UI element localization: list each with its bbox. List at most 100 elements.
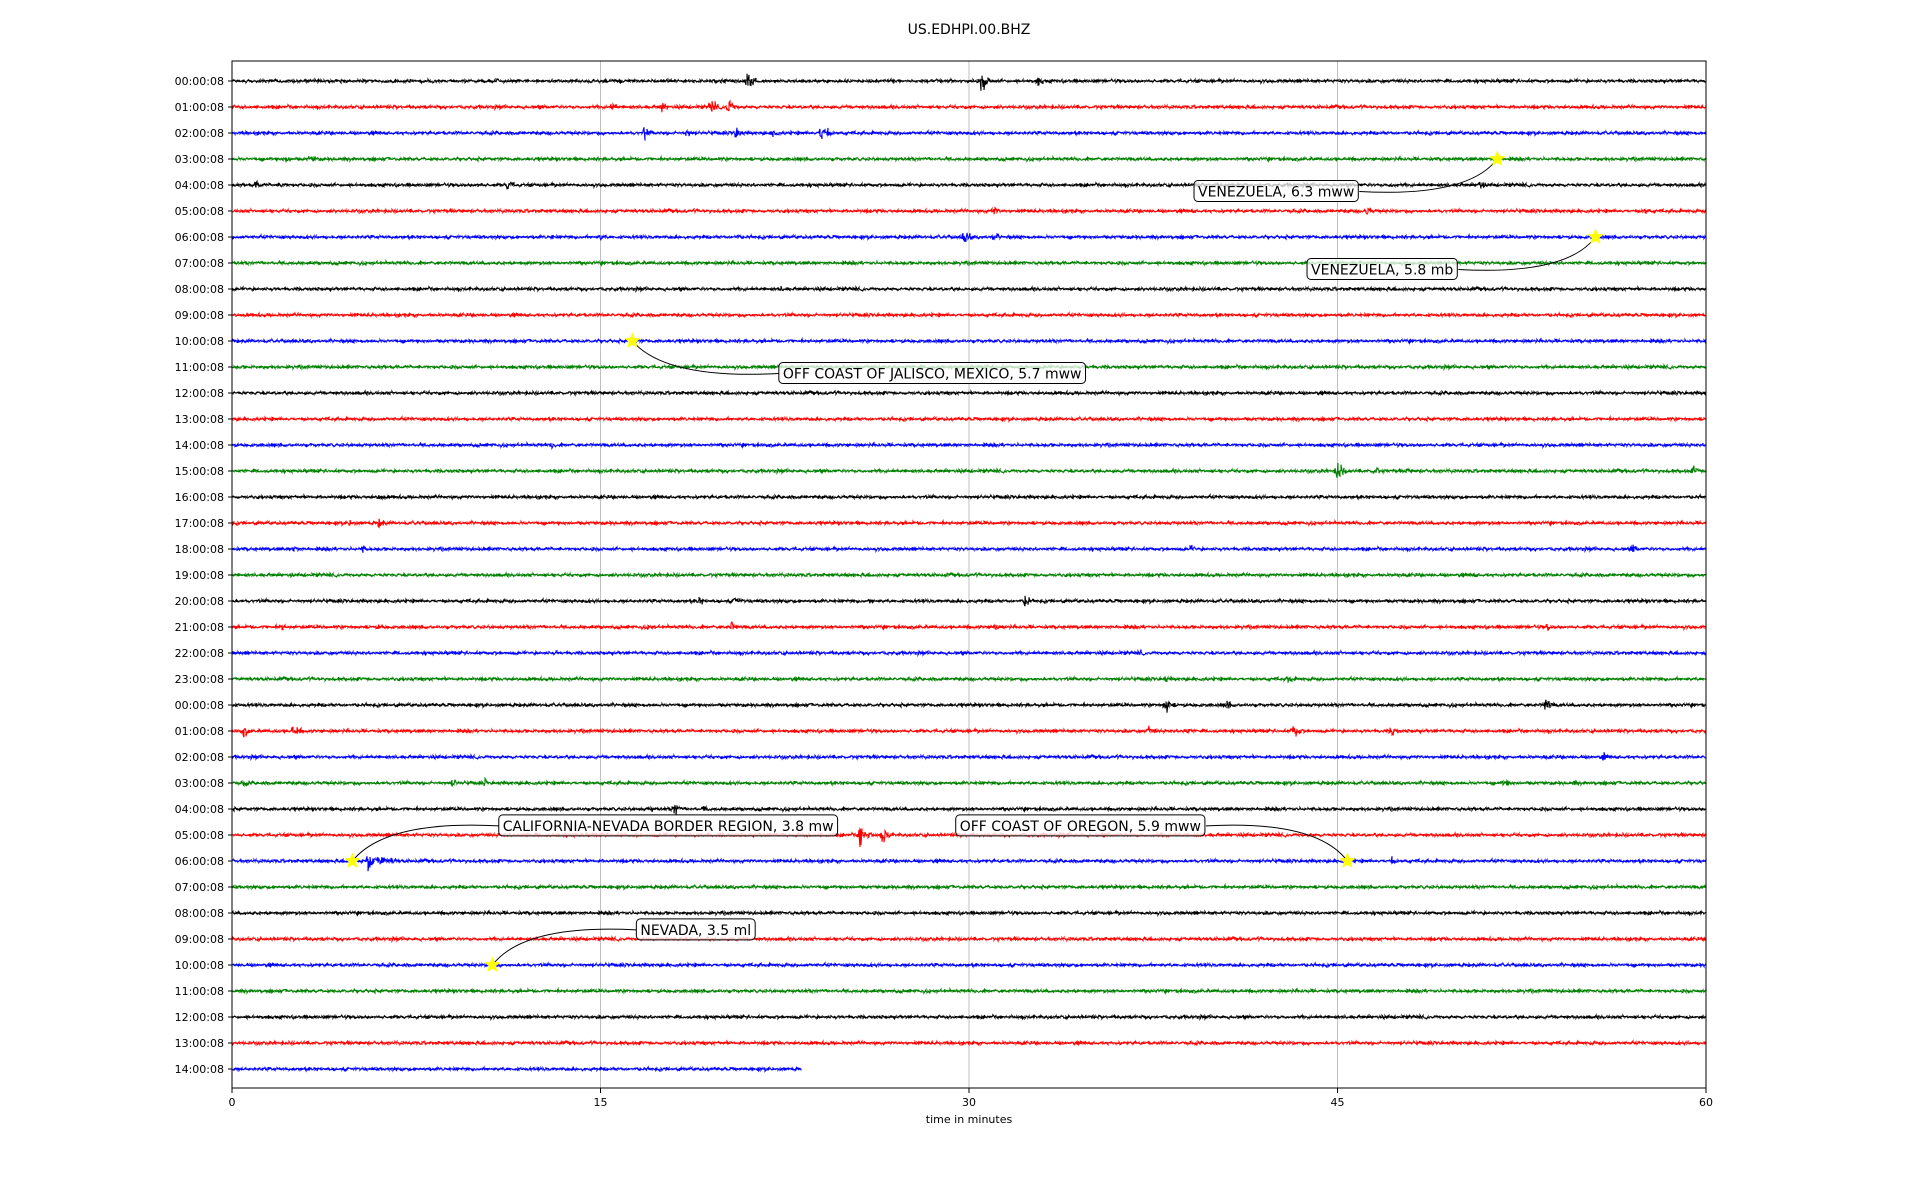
annotation-connector-2 <box>632 340 779 375</box>
annotation-4: OFF COAST OF OREGON, 5.9 mww <box>955 814 1356 869</box>
trace-row-19 <box>231 570 1707 579</box>
row-label-4: 04:00:08 <box>175 179 224 192</box>
annotation-connector-0 <box>1359 158 1498 193</box>
annotation-box-5 <box>635 918 756 941</box>
row-label-9: 09:00:08 <box>175 309 224 322</box>
trace-row-0 <box>231 73 1707 91</box>
annotation-connector-1 <box>1458 236 1596 271</box>
trace-row-7 <box>231 258 1707 268</box>
trace-row-15 <box>231 462 1707 478</box>
annotation-1: VENEZUELA, 5.8 mb <box>1306 228 1604 280</box>
row-label-27: 03:00:08 <box>175 777 224 790</box>
row-label-35: 11:00:08 <box>175 985 224 998</box>
annotation-3: CALIFORNIA-NEVADA BORDER REGION, 3.8 mw <box>344 814 839 869</box>
trace-row-18 <box>231 544 1707 554</box>
x-axis-ticks: 0 15 30 45 60 <box>229 1088 1713 1109</box>
row-label-12: 12:00:08 <box>175 387 224 400</box>
x-tick-label-30: 30 <box>962 1096 976 1109</box>
trace-row-21 <box>231 621 1707 632</box>
row-label-14: 14:00:08 <box>175 439 224 452</box>
trace-row-38 <box>231 1065 802 1073</box>
row-label-16: 16:00:08 <box>175 491 224 504</box>
trace-row-13 <box>231 414 1707 423</box>
row-label-0: 00:00:08 <box>175 75 224 88</box>
annotation-box-3 <box>498 814 839 837</box>
row-label-19: 19:00:08 <box>175 569 224 582</box>
event-star-5 <box>484 956 501 973</box>
trace-row-1 <box>231 99 1707 113</box>
row-label-30: 06:00:08 <box>175 855 224 868</box>
row-label-34: 10:00:08 <box>175 959 224 972</box>
trace-row-30 <box>231 856 1707 872</box>
trace-row-16 <box>231 492 1707 501</box>
annotation-label-3: CALIFORNIA-NEVADA BORDER REGION, 3.8 mw <box>503 819 834 835</box>
row-label-6: 06:00:08 <box>175 231 224 244</box>
trace-row-6 <box>231 232 1707 243</box>
row-label-17: 17:00:08 <box>175 517 224 530</box>
row-label-7: 07:00:08 <box>175 257 224 270</box>
row-label-20: 20:00:08 <box>175 595 224 608</box>
annotation-label-5: NEVADA, 3.5 ml <box>640 923 751 939</box>
event-star-0 <box>1488 150 1506 167</box>
trace-row-22 <box>231 648 1707 658</box>
seismogram-traces <box>231 73 1707 1073</box>
trace-row-12 <box>231 389 1707 397</box>
trace-row-24 <box>231 699 1707 713</box>
row-time-labels: 00:00:08 01:00:08 02:00:08 03:00:08 04:00:08… <box>175 75 232 1076</box>
trace-row-17 <box>231 518 1707 529</box>
trace-row-32 <box>231 909 1707 918</box>
row-label-33: 09:00:08 <box>175 933 224 946</box>
trace-row-10 <box>231 336 1707 346</box>
event-star-2 <box>624 332 641 349</box>
row-label-28: 04:00:08 <box>175 803 224 816</box>
annotation-connector-5 <box>492 928 637 966</box>
trace-row-23 <box>231 674 1707 683</box>
row-label-36: 12:00:08 <box>175 1011 224 1024</box>
trace-row-9 <box>231 310 1707 319</box>
row-label-3: 03:00:08 <box>175 153 224 166</box>
trace-row-31 <box>231 882 1707 892</box>
event-star-1 <box>1587 228 1604 245</box>
chart-title: US.EDHPI.00.BHZ <box>908 22 1031 38</box>
annotation-box-4 <box>955 814 1206 837</box>
row-label-22: 22:00:08 <box>175 647 224 660</box>
trace-row-28 <box>231 804 1707 816</box>
row-label-10: 10:00:08 <box>175 335 224 348</box>
row-label-37: 13:00:08 <box>175 1037 224 1050</box>
x-tick-label-45: 45 <box>1331 1096 1345 1109</box>
row-label-5: 05:00:08 <box>175 205 224 218</box>
trace-row-36 <box>231 1012 1707 1022</box>
trace-row-5 <box>231 206 1707 215</box>
annotation-5: NEVADA, 3.5 ml <box>484 918 756 973</box>
x-tick-label-15: 15 <box>594 1096 608 1109</box>
row-label-29: 05:00:08 <box>175 829 224 842</box>
trace-row-27 <box>231 776 1707 788</box>
row-label-24: 00:00:08 <box>175 699 224 712</box>
annotation-0: VENEZUELA, 6.3 mww <box>1193 150 1506 202</box>
row-label-15: 15:00:08 <box>175 465 224 478</box>
row-label-18: 18:00:08 <box>175 543 224 556</box>
annotation-label-2: OFF COAST OF JALISCO, MEXICO, 5.7 mww <box>783 367 1082 383</box>
row-label-11: 11:00:08 <box>175 361 224 374</box>
annotation-label-1: VENEZUELA, 5.8 mb <box>1311 263 1453 279</box>
row-label-21: 21:00:08 <box>175 621 224 634</box>
annotation-box-1 <box>1306 258 1458 280</box>
row-label-2: 02:00:08 <box>175 127 224 140</box>
trace-row-14 <box>231 440 1707 451</box>
row-label-31: 07:00:08 <box>175 881 224 894</box>
trace-row-20 <box>231 595 1707 607</box>
row-label-26: 02:00:08 <box>175 751 224 764</box>
x-tick-label-60: 60 <box>1699 1096 1713 1109</box>
trace-row-3 <box>231 154 1707 164</box>
row-label-1: 01:00:08 <box>175 101 224 114</box>
annotation-2: OFF COAST OF JALISCO, MEXICO, 5.7 mww <box>624 332 1087 384</box>
event-star-4 <box>1339 852 1356 869</box>
row-label-23: 23:00:08 <box>175 673 224 686</box>
trace-row-8 <box>231 284 1707 294</box>
row-label-32: 08:00:08 <box>175 907 224 920</box>
annotation-box-2 <box>778 362 1087 384</box>
trace-row-34 <box>231 960 1707 969</box>
row-label-8: 08:00:08 <box>175 283 224 296</box>
trace-row-25 <box>231 725 1707 738</box>
